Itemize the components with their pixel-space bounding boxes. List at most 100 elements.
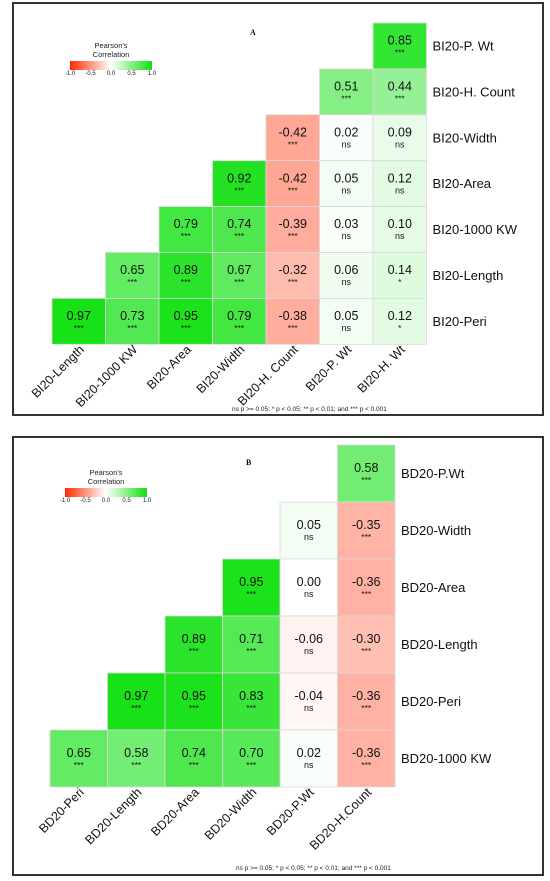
x-axis-label: BI20-Length [29, 342, 87, 400]
legend-tick: 0.5 [127, 71, 136, 77]
significance-mark: *** [361, 589, 372, 599]
correlation-value: -0.36 [352, 746, 381, 760]
significance-mark: *** [361, 532, 372, 542]
heatmap-cell: 0.89*** [164, 615, 223, 674]
legend-tick: 1.0 [142, 498, 152, 504]
legend: Pearson's Correlation -1.0 -0.5 0.0 0.5 … [56, 41, 166, 80]
significance-mark: *** [288, 277, 299, 287]
correlation-value: 0.03 [334, 217, 358, 231]
cell-rect [265, 160, 320, 207]
legend-tick: 0.0 [106, 71, 116, 77]
x-axis-label: BD20-Area [148, 785, 202, 839]
significance-mark: *** [127, 323, 138, 333]
cell-rect [222, 558, 281, 617]
significance-mark: *** [234, 185, 245, 195]
cell-rect [319, 206, 374, 253]
cell-rect [222, 672, 281, 731]
correlation-value: 0.89 [182, 632, 206, 646]
heatmap-cell: 0.97*** [51, 297, 106, 345]
correlation-panel-a: A Pearson's Correlation -1.0 -0.5 0.0 0.… [12, 2, 544, 416]
cell-rect [337, 615, 396, 674]
correlation-panel-b: B Pearson's Correlation -1.0 -0.5 0.0 0.… [12, 436, 544, 876]
correlation-value: -0.39 [279, 217, 308, 231]
heatmap-cell: -0.32*** [265, 252, 320, 299]
significance-mark: *** [181, 277, 192, 287]
x-axis-label: BI20-Area [144, 342, 194, 392]
y-axis-label: BD20-Width [401, 523, 471, 538]
legend-ticks: -1.0 -0.5 0.0 0.5 1.0 [65, 71, 156, 80]
heatmap-cell: 0.65*** [49, 729, 108, 788]
correlation-value: 0.09 [388, 125, 412, 139]
correlation-value: -0.35 [352, 518, 381, 532]
correlation-value: 0.74 [227, 217, 251, 231]
significance-mark: *** [288, 323, 299, 333]
heatmap-cell: 0.92*** [212, 160, 267, 207]
significance-mark: *** [181, 323, 192, 333]
significance-mark: ns [304, 589, 314, 599]
correlation-value: 0.73 [120, 309, 144, 323]
legend-tick: 0.5 [122, 498, 131, 504]
heatmap-cell: -0.42*** [265, 160, 320, 207]
correlation-value: 0.10 [388, 217, 412, 231]
legend-title: Pearson's Correlation [56, 41, 166, 59]
correlation-value: 0.02 [334, 125, 358, 139]
significance-mark: *** [288, 139, 299, 149]
correlation-value: 0.67 [227, 263, 251, 277]
cell-rect [279, 615, 338, 674]
significance-mark: ns [341, 323, 351, 333]
significance-mark: *** [395, 93, 406, 103]
correlation-value: 0.85 [388, 34, 412, 48]
legend: Pearson's Correlation -1.0 -0.5 0.0 0.5 … [51, 468, 161, 507]
significance-mark: *** [181, 231, 192, 241]
cell-rect [337, 444, 396, 503]
y-axis-label: BI20-Peri [433, 314, 487, 329]
correlation-value: -0.38 [279, 309, 308, 323]
significance-mark: ns [395, 185, 405, 195]
correlation-value: 0.14 [388, 263, 412, 277]
heatmap-cell: -0.36*** [337, 672, 396, 731]
cell-rect [319, 160, 374, 207]
correlation-value: 0.71 [239, 632, 263, 646]
cell-rect [372, 160, 427, 207]
cell-rect [372, 22, 427, 70]
correlation-value: -0.42 [279, 171, 308, 185]
heatmap-cell: 0.12* [372, 297, 427, 345]
heatmap-cell: 0.44*** [372, 68, 427, 116]
correlation-value: 0.92 [227, 171, 251, 185]
significance-mark: *** [288, 185, 299, 195]
heatmap-cell: 0.14* [372, 252, 427, 299]
y-axis-label: BD20-1000 KW [401, 751, 492, 766]
cell-rect [158, 252, 213, 299]
correlation-value: 0.95 [174, 309, 198, 323]
heatmap-cell: 0.95*** [158, 297, 213, 345]
significance-mark: *** [74, 760, 85, 770]
x-axis-label: BD20-Peri [36, 785, 87, 836]
heatmap-cell: -0.38*** [265, 297, 320, 345]
cell-rect [105, 252, 160, 299]
heatmap-cell: -0.36*** [337, 558, 396, 617]
significance-mark: *** [246, 646, 257, 656]
legend-title: Pearson's Correlation [51, 468, 161, 486]
correlation-value: 0.51 [334, 79, 358, 93]
y-axis-label: BD20-Area [401, 580, 466, 595]
significance-mark: ns [304, 703, 314, 713]
cell-rect [164, 615, 223, 674]
significance-mark: *** [395, 48, 406, 58]
significance-mark: ns [395, 231, 405, 241]
cell-rect [265, 206, 320, 253]
cell-rect [337, 672, 396, 731]
significance-mark: *** [131, 703, 142, 713]
correlation-value: -0.06 [295, 632, 324, 646]
heatmap-cell: 0.70*** [222, 729, 281, 788]
x-axis-label: BD20-P.Wt [264, 785, 317, 838]
significance-mark: *** [127, 277, 138, 287]
cell-rect [279, 729, 338, 788]
significance-mark: *** [246, 760, 257, 770]
correlation-value: 0.05 [297, 518, 321, 532]
